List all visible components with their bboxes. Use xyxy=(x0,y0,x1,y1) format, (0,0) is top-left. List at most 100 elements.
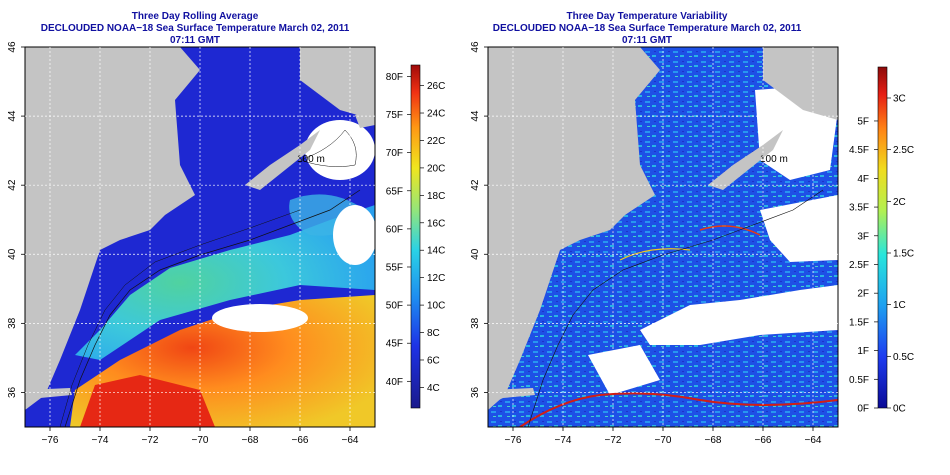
right-gridlines xyxy=(488,47,838,427)
left-map-subtitle: DECLOUDED NOAA−18 Sea Surface Temperatur… xyxy=(40,23,350,46)
right-cloud-south xyxy=(588,345,660,395)
colorbar-label-c: 2.5C xyxy=(893,145,914,156)
lat-tick-label: 44 xyxy=(470,110,481,122)
colorbar-label-f: 2F xyxy=(857,289,869,300)
right-land-us xyxy=(488,47,660,410)
colorbar-label-c: 0.5C xyxy=(893,352,914,363)
right-shelf-contour xyxy=(527,189,824,427)
lat-tick-label: 46 xyxy=(7,41,18,53)
lat-tick-label: 40 xyxy=(470,248,481,260)
colorbar-label-f: 3F xyxy=(857,231,869,242)
lat-tick-label: 40 xyxy=(7,248,18,260)
left-cloud-b xyxy=(333,205,375,265)
colorbar-label-f: 4.5F xyxy=(849,145,869,156)
colorbar-label-c: 18C xyxy=(427,191,445,202)
colorbar-label-f: 5F xyxy=(857,116,869,127)
right-lat-ticks: 36 38 40 42 44 46 xyxy=(470,41,488,398)
lat-tick-label: 36 xyxy=(470,386,481,398)
colorbar-label-f: 4F xyxy=(857,174,869,185)
colorbar-label-f: 50F xyxy=(386,301,403,312)
lat-tick-label: 42 xyxy=(7,179,18,191)
right-colorbar: 0C 0.5C 1C 1.5C 2C 2.5C 3C 0F 0.5F 1F 1.5F 2F 2.5F 3F… xyxy=(849,66,914,415)
colorbar-label-f: 70F xyxy=(386,148,403,159)
colorbar-label-f: 3.5F xyxy=(849,203,869,214)
colorbar-label-f: 1.5F xyxy=(849,317,869,328)
left-gom-contour xyxy=(299,129,357,167)
colorbar-label-c: 14C xyxy=(427,246,445,257)
lon-tick-label: −64 xyxy=(342,435,359,446)
right-front-streak-2 xyxy=(699,225,761,236)
right-front-streak xyxy=(519,392,838,427)
left-land-nova-scotia xyxy=(245,130,320,190)
left-land-canada xyxy=(300,47,375,120)
colorbar-label-c: 4C xyxy=(427,383,440,394)
colorbar-label-f: 40F xyxy=(386,377,403,388)
lon-tick-label: −68 xyxy=(242,435,259,446)
right-lon-ticks: −76 −74 −72 −70 −68 −66 −64 xyxy=(505,427,822,446)
left-warm-core xyxy=(80,375,215,427)
lon-tick-label: −74 xyxy=(555,435,572,446)
lon-tick-label: −66 xyxy=(755,435,772,446)
colorbar-label-f: 55F xyxy=(386,262,403,273)
colorbar-label-c: 26C xyxy=(427,81,445,92)
colorbar-label-c: 3C xyxy=(893,94,906,105)
colorbar-label-f: 0.5F xyxy=(849,375,869,386)
colorbar-label-f: 65F xyxy=(386,186,403,197)
lon-tick-label: −64 xyxy=(805,435,822,446)
colorbar-label-c: 8C xyxy=(427,328,440,339)
right-cloud-east xyxy=(760,195,838,262)
colorbar-label-f: 60F xyxy=(386,224,403,235)
colorbar-label-f: 80F xyxy=(386,72,403,83)
left-lon-ticks: −76 −74 −72 −70 −68 −66 −64 xyxy=(42,427,359,446)
colorbar-label-c: 22C xyxy=(427,136,445,147)
colorbar-label-c: 12C xyxy=(427,273,445,284)
right-map-panel: 100 m −76 −74 −72 −70 −68 −66 −64 36 38 40 42 44 46 xyxy=(470,41,839,446)
colorbar-label-c: 24C xyxy=(427,109,445,120)
right-colorbar-ramp xyxy=(877,66,888,409)
left-lat-ticks: 36 38 40 42 44 46 xyxy=(7,41,25,398)
right-contour-label: 100 m xyxy=(760,154,788,165)
left-map-title: Three Day Rolling Average xyxy=(131,11,259,22)
right-cloud-center xyxy=(640,285,838,345)
left-cloud-c xyxy=(305,120,375,180)
colorbar-label-c: 1.5C xyxy=(893,249,914,260)
right-land-canada xyxy=(763,47,838,120)
colorbar-label-c: 16C xyxy=(427,218,445,229)
left-contour-label: 100 m xyxy=(297,154,325,165)
left-gridlines xyxy=(25,47,375,427)
left-land-islands xyxy=(355,110,375,128)
lon-tick-label: −70 xyxy=(655,435,672,446)
colorbar-label-c: 6C xyxy=(427,355,440,366)
colorbar-label-c: 0C xyxy=(893,404,906,415)
colorbar-label-f: 45F xyxy=(386,339,403,350)
left-colorbar: 4C 6C 8C 10C 12C 14C 16C 18C 20C 22C 24C 26C 40F 45F 5… xyxy=(386,64,445,409)
lon-tick-label: −76 xyxy=(42,435,59,446)
left-cloud-a xyxy=(212,304,308,332)
colorbar-label-f: 1F xyxy=(857,346,869,357)
lon-tick-label: −76 xyxy=(505,435,522,446)
colorbar-label-f: 75F xyxy=(386,110,403,121)
right-map-title: Three Day Temperature Variability xyxy=(566,11,728,22)
lat-tick-label: 36 xyxy=(7,386,18,398)
lon-tick-label: −72 xyxy=(605,435,622,446)
left-map-panel: 100 m −76 −74 −72 −70 −68 −66 −64 36 38 40 42 44 46 xyxy=(7,41,376,446)
colorbar-label-c: 10C xyxy=(427,301,445,312)
lon-tick-label: −74 xyxy=(92,435,109,446)
lat-tick-label: 46 xyxy=(470,41,481,53)
left-land-cape-hatteras xyxy=(25,388,72,405)
left-land-us xyxy=(25,47,200,410)
left-shelf-contour xyxy=(64,189,361,427)
colorbar-label-c: 2C xyxy=(893,197,906,208)
lat-tick-label: 38 xyxy=(7,317,18,329)
colorbar-label-c: 20C xyxy=(427,163,445,174)
lat-tick-label: 44 xyxy=(7,110,18,122)
right-land-cape-hatteras xyxy=(488,388,535,405)
lon-tick-label: −70 xyxy=(192,435,209,446)
left-colorbar-ramp xyxy=(410,64,421,409)
lon-tick-label: −72 xyxy=(142,435,159,446)
left-shelf-contour-2 xyxy=(59,209,301,427)
lon-tick-label: −68 xyxy=(705,435,722,446)
right-map-subtitle: DECLOUDED NOAA−18 Sea Surface Temperatur… xyxy=(492,23,802,46)
lon-tick-label: −66 xyxy=(292,435,309,446)
